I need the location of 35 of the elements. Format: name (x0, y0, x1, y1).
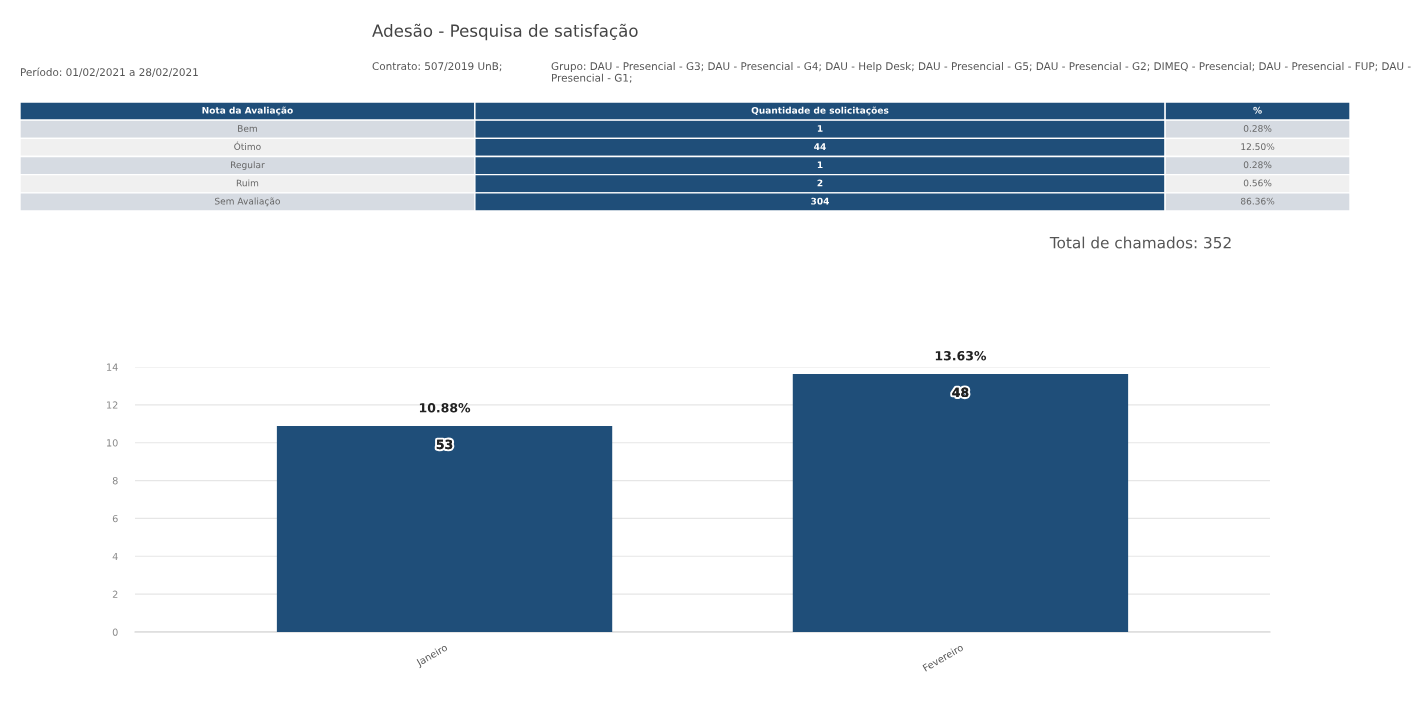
y-tick-label: 14 (107, 363, 118, 371)
text: Nota da Avaliação (202, 106, 293, 116)
text: 304 (811, 197, 829, 205)
text: 86.36% (1240, 197, 1275, 205)
y-tick-label: 12 (107, 401, 118, 409)
text: Total de chamados: 352 (1049, 236, 1231, 249)
category-label: Ruim (236, 179, 259, 187)
y-tick-label: 8 (112, 477, 118, 485)
category-label: Quantidade de solicitações (751, 106, 889, 116)
category-label: % (1253, 106, 1262, 114)
y-tick-label: 0 (112, 628, 118, 636)
text: Adesão - Pesquisa de satisfação (372, 23, 638, 41)
category-label: Regular (231, 161, 265, 170)
y-tick-label: 2 (112, 590, 118, 598)
text: 1 (817, 161, 823, 169)
y-tick-label: 10 (107, 439, 118, 447)
category-label: Ótimo (234, 141, 261, 151)
annotation: 53 (436, 439, 453, 450)
text: Contrato: 507/2019 UnB; (372, 62, 502, 72)
data-label: 13.63% (935, 351, 987, 361)
text: 44 (814, 143, 826, 150)
text: 2 (817, 179, 823, 187)
text: 1 (817, 125, 823, 132)
category-label: Bem (238, 125, 257, 132)
annotation: 48 (952, 387, 969, 398)
text: Grupo: DAU - Presencial - G3; DAU - Presencial - G4; DAU - Help Desk; DAU - Presencial - G5; DAU - Presencial - G2; DIMEQ - Presencial; DAU - Presencial - FUP; DAU - Presencial - G1; (551, 62, 1411, 83)
data-label: 10.88% (419, 403, 471, 413)
text: 0.28% (1243, 125, 1272, 132)
text: 12.50% (1241, 143, 1275, 151)
y-tick-label: 6 (112, 514, 118, 523)
y-tick-label: 4 (112, 552, 118, 560)
category-label: Sem Avaliação (215, 197, 280, 207)
text: 0.28% (1243, 161, 1272, 169)
text: Período: 01/02/2021 a 28/02/2021 (21, 67, 198, 77)
text: 0.56% (1243, 179, 1272, 187)
